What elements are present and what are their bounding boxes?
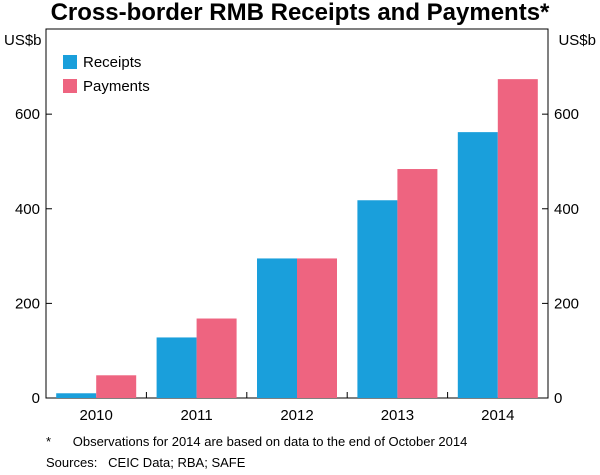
x-tick-label: 2011 <box>180 407 212 424</box>
x-tick-label: 2013 <box>381 407 414 424</box>
y-tick-label-left: 200 <box>15 295 40 312</box>
bar-payments-2014 <box>497 79 538 399</box>
y-tick-label-right: 200 <box>554 295 579 312</box>
bar-receipts-2012 <box>257 258 297 398</box>
bar-receipts-2013 <box>357 200 398 398</box>
legend-swatch-receipts <box>63 55 77 69</box>
y-tick-label-right: 0 <box>554 390 562 407</box>
y-tick-label-right: 400 <box>554 201 579 218</box>
y-tick-label-right: 600 <box>554 106 579 123</box>
footnote: * Observations for 2014 are based on dat… <box>46 434 468 449</box>
bar-receipts-2011 <box>156 337 197 398</box>
bar-receipts-2010 <box>56 393 97 398</box>
bar-receipts-2014 <box>457 132 498 398</box>
bar-payments-2010 <box>96 375 137 398</box>
y-axis-unit-right: US$b <box>558 32 596 49</box>
y-axis-unit-left: US$b <box>4 32 42 49</box>
legend-label-receipts: Receipts <box>83 54 141 71</box>
x-tick-label: 2010 <box>80 407 113 424</box>
sources-note: Sources: CEIC Data; RBA; SAFE <box>46 455 246 470</box>
bar-payments-2012 <box>297 258 337 398</box>
x-tick-label: 2012 <box>280 407 313 424</box>
y-tick-label-left: 400 <box>15 201 40 218</box>
legend-swatch-payments <box>63 79 77 93</box>
bar-payments-2011 <box>196 318 237 398</box>
legend-label-payments: Payments <box>83 78 150 95</box>
chart-title: Cross-border RMB Receipts and Payments* <box>50 0 550 26</box>
bar-payments-2013 <box>397 169 438 398</box>
chart-svg: US$b US$b 0 0 200 200 400 400 600 600 2010 2011 2… <box>4 28 596 424</box>
x-tick-label: 2014 <box>481 407 514 424</box>
y-tick-label-left: 600 <box>15 106 40 123</box>
y-tick-label-left: 0 <box>32 390 40 407</box>
